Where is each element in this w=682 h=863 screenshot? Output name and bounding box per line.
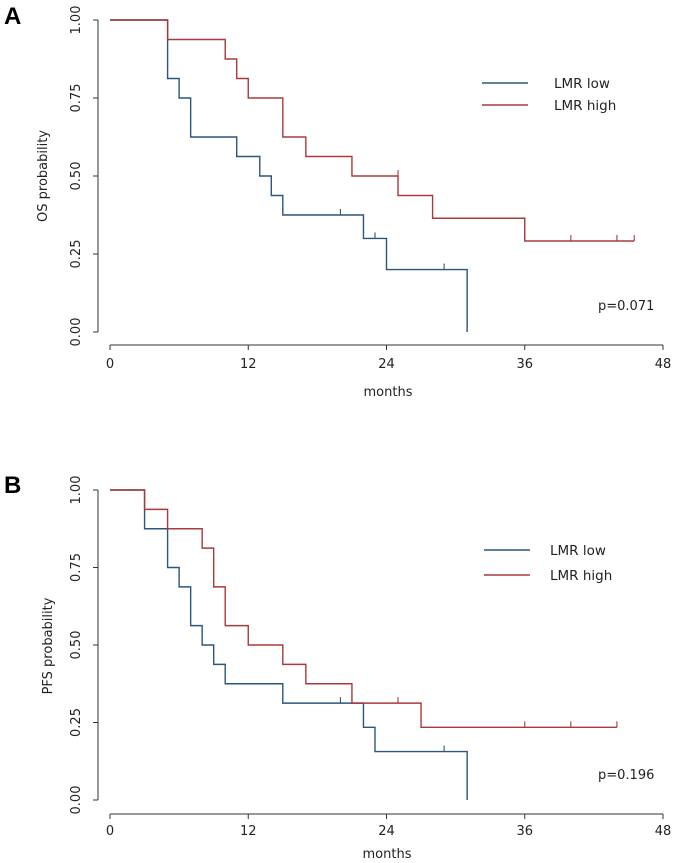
panel-b-x-tick-label: 48 [655,824,672,839]
panel-a-x-axis-title: months [364,385,413,400]
panel-b-y-tick-label: 1.00 [69,476,84,505]
panel-b-legend-label-low: LMR low [550,543,606,559]
panel-a-p-value: p=0.071 [598,299,654,314]
panel-a-y-tick-label: 0.00 [69,318,84,347]
panel-b-curve-lmr-high [110,489,617,729]
panel-a-curve-lmr-low [110,19,468,332]
panel-b-letter: B [4,472,21,499]
panel-a-letter: A [4,3,21,30]
panel-b-p-value: p=0.196 [598,768,654,783]
panel-b-x-tick-label: 12 [240,824,257,839]
panel-a-x-tick-label: 48 [655,357,672,372]
panel-a-x-tick-label: 0 [106,357,114,372]
panel-b-y-axis-title: PFS probability [41,597,56,694]
panel-b-x-tick-label: 36 [516,824,533,839]
panel-a-os-plot: A OS probability months p=0.071 LMR low … [4,3,671,400]
panel-b-x-tick-label: 0 [106,824,114,839]
panel-a-y-tick-label: 1.00 [69,6,84,35]
panel-a-x-tick-label: 24 [378,357,395,372]
panel-b-x-tick-label: 24 [378,824,395,839]
panel-a-y-axis-title: OS probability [36,130,51,222]
panel-b-y-tick-label: 0.75 [69,553,84,582]
panel-b-legend: LMR low LMR high [484,543,612,584]
panel-a-legend: LMR low LMR high [482,76,616,114]
panel-a-y-tick-label: 0.50 [69,162,84,191]
panel-b-curve-lmr-low [110,489,468,800]
panel-a-legend-label-low: LMR low [554,76,610,92]
panel-a-y-tick-label: 0.25 [69,240,84,269]
panel-b-y-tick-label: 0.25 [69,708,84,737]
panel-b-y-tick-label: 0.00 [69,786,84,815]
panel-a-y-tick-label: 0.75 [69,84,84,113]
panel-b-x-axis-title: months [363,847,412,862]
panel-a-x-tick-label: 12 [240,357,257,372]
panel-a-x-tick-label: 36 [516,357,533,372]
panel-b-pfs-plot: B PFS probability months p=0.196 LMR low… [4,472,671,862]
panel-a-curve-lmr-high [110,19,635,242]
panel-a-legend-label-high: LMR high [554,98,616,114]
panel-b-y-tick-label: 0.50 [69,631,84,660]
panel-b-legend-label-high: LMR high [550,568,612,584]
